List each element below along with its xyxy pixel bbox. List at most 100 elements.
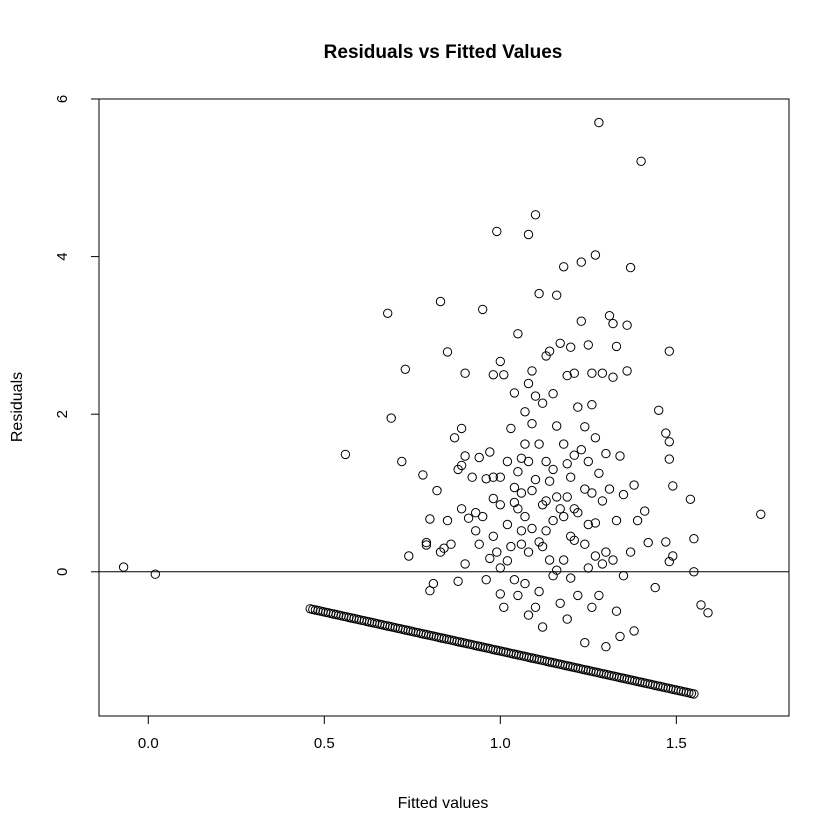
data-point	[573, 508, 583, 518]
data-point	[604, 311, 615, 321]
data-point	[608, 372, 618, 382]
data-point	[664, 556, 674, 567]
data-point	[488, 370, 498, 380]
data-point	[611, 341, 622, 352]
data-point	[495, 500, 505, 510]
data-point	[640, 506, 650, 516]
data-point	[590, 551, 601, 561]
data-point	[618, 571, 629, 581]
data-point	[530, 474, 541, 485]
data-point	[488, 493, 498, 504]
data-point	[587, 368, 597, 378]
data-point	[516, 488, 527, 498]
data-point	[506, 423, 516, 434]
data-point	[456, 460, 467, 471]
data-point	[541, 456, 551, 467]
data-point	[555, 338, 565, 348]
y-tick-label: 6	[54, 95, 71, 103]
data-point	[520, 511, 530, 522]
data-point	[661, 428, 671, 438]
data-point	[541, 526, 551, 536]
data-point	[495, 589, 505, 599]
data-point	[559, 439, 569, 449]
data-point	[488, 531, 498, 541]
data-point	[622, 320, 632, 330]
data-point	[481, 575, 491, 585]
data-point	[534, 586, 544, 597]
data-point	[703, 608, 713, 618]
data-point	[587, 400, 597, 410]
data-point	[520, 407, 530, 417]
data-point	[400, 364, 410, 374]
data-point	[537, 398, 548, 408]
data-point	[513, 467, 523, 477]
data-point	[520, 439, 530, 449]
data-point	[534, 439, 544, 449]
data-point	[629, 626, 639, 636]
data-point	[576, 257, 586, 267]
data-point	[478, 511, 488, 522]
data-point	[453, 576, 463, 586]
data-point	[559, 555, 569, 565]
data-point	[460, 559, 470, 569]
data-point	[629, 480, 639, 490]
data-point	[615, 631, 625, 642]
data-point	[404, 551, 414, 561]
data-point	[467, 472, 477, 482]
data-point	[530, 391, 541, 401]
data-points	[118, 117, 766, 699]
data-point	[432, 485, 442, 496]
data-point	[594, 468, 604, 478]
data-point	[562, 370, 572, 381]
data-point	[562, 614, 572, 624]
data-point	[513, 504, 523, 514]
y-tick-label: 0	[54, 568, 71, 576]
x-tick-label: 0.5	[314, 735, 335, 752]
data-point	[527, 419, 537, 429]
data-point	[566, 472, 576, 482]
data-point	[463, 513, 474, 523]
data-point	[520, 578, 530, 589]
data-point	[636, 156, 646, 167]
data-point	[689, 689, 699, 699]
y-tick-label: 2	[54, 410, 71, 418]
data-point	[590, 433, 601, 443]
data-point	[583, 340, 593, 350]
data-point	[583, 456, 593, 467]
data-point	[548, 464, 558, 475]
data-point	[685, 494, 696, 504]
data-point	[594, 590, 604, 601]
data-point	[530, 210, 541, 220]
data-point	[573, 402, 583, 412]
data-point	[383, 308, 393, 318]
data-point	[555, 598, 565, 608]
data-point	[576, 445, 586, 455]
data-point	[534, 288, 544, 299]
data-point	[664, 454, 674, 464]
data-point	[562, 492, 572, 502]
data-point	[643, 537, 653, 548]
data-point	[471, 508, 481, 518]
data-point	[523, 378, 534, 389]
data-point	[544, 476, 555, 486]
data-point	[689, 534, 699, 544]
data-point	[569, 535, 579, 545]
data-point	[502, 519, 513, 530]
data-point	[527, 366, 537, 376]
data-point	[622, 366, 632, 376]
data-point	[625, 262, 636, 273]
data-point	[601, 547, 611, 557]
plot-area-frame	[98, 98, 790, 717]
data-point	[601, 448, 611, 459]
data-point	[559, 262, 569, 272]
data-point	[583, 563, 593, 573]
data-point	[488, 472, 498, 482]
data-point	[485, 447, 495, 457]
data-point	[523, 610, 534, 620]
data-point	[566, 342, 576, 352]
data-point	[573, 590, 583, 601]
x-axis: 0.0 0.5 1.0 1.5	[138, 715, 687, 752]
data-point	[580, 638, 590, 648]
data-point	[527, 485, 537, 496]
